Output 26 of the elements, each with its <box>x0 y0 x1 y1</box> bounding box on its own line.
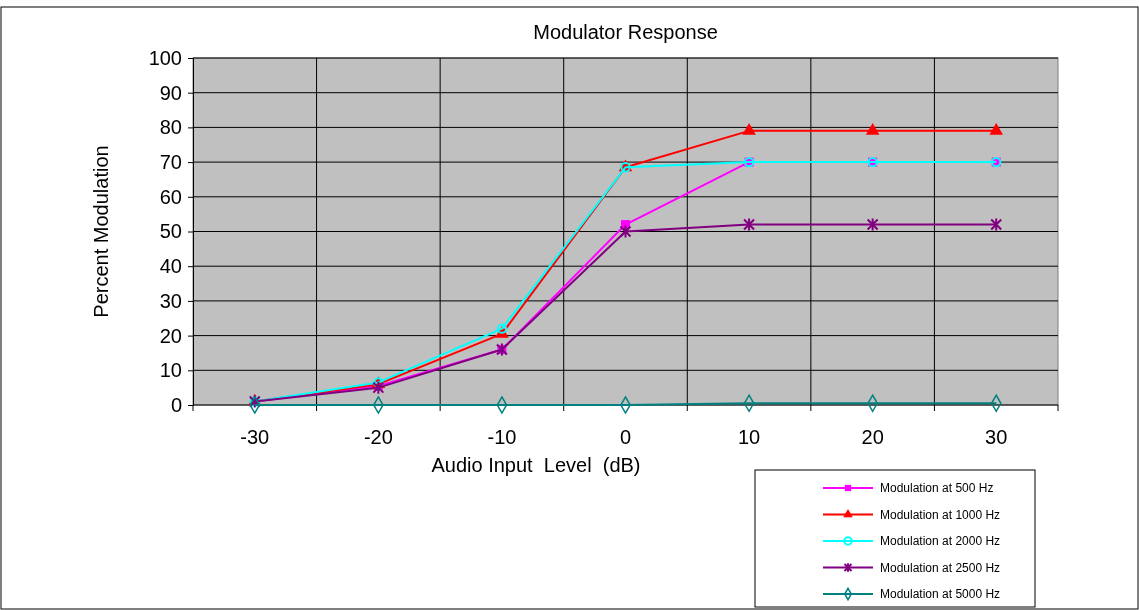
legend-label: Modulation at 1000 Hz <box>880 507 1001 522</box>
y-tick-label: 50 <box>159 220 182 243</box>
y-tick-label: 10 <box>159 359 182 382</box>
y-tick-label: 20 <box>159 324 182 347</box>
y-tick-label: 70 <box>159 151 182 173</box>
y-tick-label: 100 <box>148 46 182 69</box>
x-tick-label: 10 <box>737 426 761 449</box>
x-tick-label: 20 <box>861 426 884 449</box>
x-tick-label: -30 <box>240 426 270 449</box>
x-tick-label: 30 <box>985 426 1008 449</box>
x-tick-label: -20 <box>363 426 393 449</box>
x-axis-title: Audio Input Level (dB) <box>431 454 641 476</box>
legend-label: Modulation at 2500 Hz <box>880 560 1001 575</box>
legend-label: Modulation at 500 Hz <box>880 481 994 495</box>
y-tick-label: 80 <box>159 116 182 139</box>
x-tick-label: -10 <box>487 426 517 449</box>
y-tick-label: 0 <box>170 393 182 416</box>
y-tick-label: 40 <box>159 255 182 278</box>
legend-label: Modulation at 2000 Hz <box>880 534 1001 548</box>
y-tick-label: 60 <box>159 185 182 208</box>
x-tick-label: 0 <box>619 426 632 449</box>
chart-title: Modulator Response <box>533 21 718 43</box>
legend-label: Modulation at 5000 Hz <box>880 587 1001 601</box>
y-tick-label: 90 <box>159 81 182 104</box>
y-axis-title: Percent Modulation <box>90 145 112 318</box>
y-tick-label: 30 <box>159 289 182 312</box>
